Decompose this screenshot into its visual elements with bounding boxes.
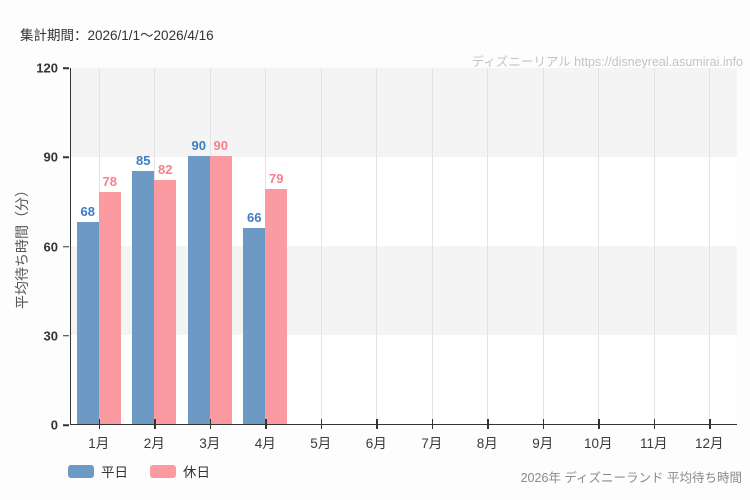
- x-tick-mark: [154, 419, 156, 429]
- holiday-bar-value: 90: [213, 138, 228, 154]
- legend-swatch-holiday: [150, 464, 176, 478]
- x-axis-label: 12月: [694, 436, 724, 451]
- category-group-9月: 9月: [515, 68, 571, 451]
- x-axis-label: 6月: [365, 436, 387, 451]
- x-axis-label: 2月: [143, 436, 165, 451]
- weekday-bar[interactable]: [76, 221, 99, 424]
- vertical-gridline: [376, 68, 378, 424]
- vertical-gridline: [487, 68, 489, 424]
- category-group-10月: 10月: [571, 68, 627, 451]
- category-group-4月: 66 79 4月: [238, 68, 294, 451]
- vertical-gridline: [598, 68, 600, 424]
- vertical-gridline: [542, 68, 544, 424]
- x-tick-mark: [653, 419, 656, 429]
- legend-label-holiday: 休日: [183, 465, 210, 480]
- x-axis-label: 9月: [532, 436, 554, 451]
- x-tick-mark: [487, 419, 489, 429]
- weekday-bar-value: 66: [247, 209, 262, 225]
- vertical-gridline: [653, 68, 655, 424]
- legend-swatch-weekday: [68, 464, 94, 478]
- legend: 平日 休日: [68, 461, 210, 481]
- holiday-bar[interactable]: [154, 180, 177, 424]
- weekday-bar-value: 90: [191, 138, 206, 154]
- x-tick-mark: [542, 419, 545, 429]
- y-tick-mark: [63, 245, 69, 248]
- category-group-6月: 6月: [349, 68, 405, 451]
- x-tick-mark: [265, 419, 267, 429]
- category-group-2月: 85 82 2月: [127, 68, 183, 451]
- holiday-bar-value: 82: [158, 162, 173, 178]
- category-group-12月: 12月: [682, 68, 738, 451]
- category-group-11月: 11月: [626, 68, 682, 451]
- x-tick-mark: [709, 419, 711, 429]
- category-group-3月: 90 90 3月: [182, 68, 238, 451]
- x-axis-label: 8月: [476, 436, 498, 451]
- category-group-7月: 7月: [404, 68, 460, 451]
- weekday-bar[interactable]: [187, 156, 210, 424]
- holiday-bar-value: 78: [102, 173, 117, 189]
- vertical-gridline: [431, 68, 433, 424]
- y-axis: 0 30 60 90 120: [0, 61, 70, 433]
- y-tick-label: 0: [50, 417, 58, 433]
- y-tick-mark: [63, 156, 69, 158]
- y-tick-label: 30: [43, 328, 58, 344]
- weekday-bar-value: 68: [80, 203, 95, 219]
- x-axis-label: 10月: [583, 436, 613, 451]
- x-axis-label: 5月: [310, 436, 332, 451]
- x-axis-label: 11月: [639, 436, 668, 451]
- x-tick-mark: [598, 419, 600, 429]
- site-watermark: ディズニーリアル https://disneyreal.asumirai.inf…: [471, 55, 743, 69]
- y-tick-mark: [63, 67, 69, 69]
- y-tick-mark: [63, 424, 69, 426]
- x-axis-label: 4月: [254, 436, 276, 451]
- category-group-1月: 68 78 1月: [71, 68, 127, 451]
- category-group-8月: 8月: [460, 68, 516, 451]
- x-axis-label: 1月: [88, 436, 110, 451]
- x-tick-mark: [431, 419, 434, 429]
- weekday-bar[interactable]: [132, 171, 155, 424]
- y-tick-label: 120: [36, 60, 58, 76]
- weekday-bar-value: 85: [136, 153, 151, 169]
- holiday-bar[interactable]: [98, 191, 121, 424]
- y-tick-mark: [63, 335, 69, 337]
- holiday-bar-value: 79: [269, 170, 284, 186]
- x-tick-mark: [376, 419, 378, 429]
- legend-label-weekday: 平日: [101, 465, 128, 480]
- x-tick-mark: [209, 419, 212, 429]
- x-axis-label: 7月: [421, 436, 443, 451]
- legend-item-holiday[interactable]: 休日: [150, 461, 210, 481]
- x-tick-mark: [98, 419, 101, 429]
- vertical-gridline: [320, 68, 322, 424]
- report-period-title: 集計期間：2026/1/1～2026/4/16: [20, 28, 214, 43]
- plot-area: 68 78 1月 85 82 2月 90 90 3月 66 79 4月 5月 6月 7月 8月 9月 10月 11月…: [70, 68, 738, 451]
- vertical-gridline: [709, 68, 711, 424]
- chart-caption: 2026年 ディズニーランド 平均待ち時間: [520, 471, 742, 485]
- category-group-5月: 5月: [293, 68, 349, 451]
- weekday-bar[interactable]: [243, 227, 266, 424]
- holiday-bar[interactable]: [209, 156, 232, 424]
- holiday-bar[interactable]: [265, 188, 288, 424]
- legend-item-weekday[interactable]: 平日: [68, 461, 128, 481]
- x-tick-mark: [320, 419, 323, 429]
- x-axis-label: 3月: [199, 436, 221, 451]
- y-tick-label: 90: [43, 149, 58, 165]
- y-tick-label: 60: [43, 239, 58, 254]
